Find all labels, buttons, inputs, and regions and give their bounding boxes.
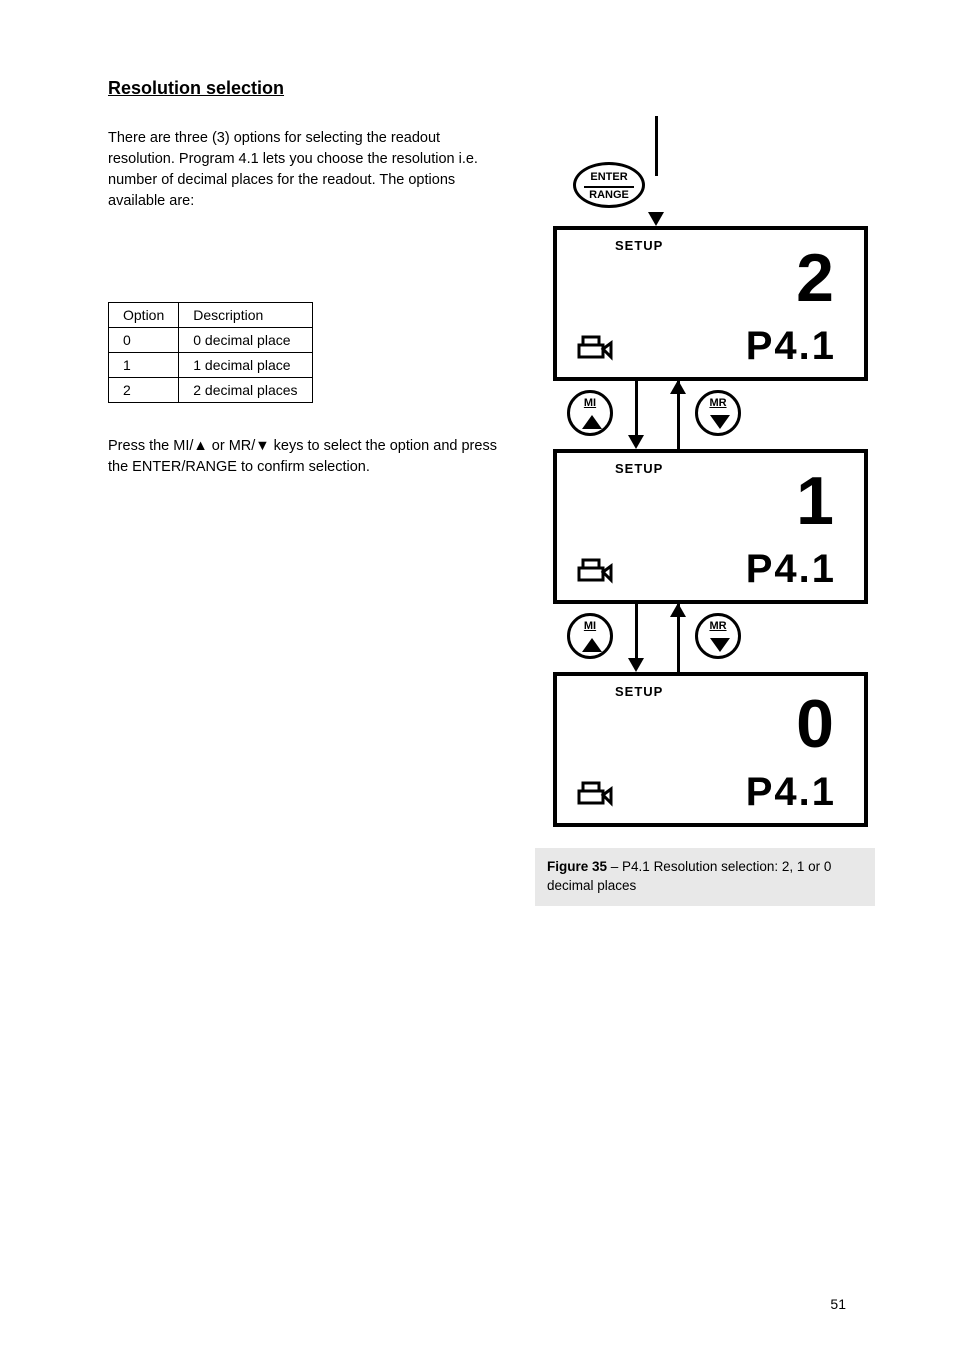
section-heading: Resolution selection: [108, 78, 284, 99]
table-row: 0 0 decimal place: [109, 328, 313, 353]
arrow-down-icon: [648, 212, 664, 226]
lcd-screen: SETUP 1 P4.1: [553, 449, 868, 604]
cell: 2: [109, 378, 179, 403]
lcd-program-id: P4.1: [746, 770, 836, 815]
triangle-up-icon: [582, 638, 602, 652]
divider: [584, 186, 634, 188]
triangle-up-icon: [582, 415, 602, 429]
lcd-main-value: 0: [796, 690, 836, 758]
body-paragraph-2: Press the MI/▲ or MR/▼ keys to select th…: [108, 436, 498, 478]
mi-label: MI: [570, 620, 610, 632]
enter-label: ENTER: [576, 172, 642, 184]
figure-label: Figure 35: [547, 859, 607, 874]
printer-icon: [575, 779, 615, 809]
cell: 1: [109, 353, 179, 378]
col-header-option: Option: [109, 303, 179, 328]
table-row: Option Description: [109, 303, 313, 328]
lcd-main-value: 2: [796, 244, 836, 312]
triangle-down-icon: [710, 638, 730, 652]
setup-indicator: SETUP: [615, 684, 663, 699]
triangle-down-icon: [710, 415, 730, 429]
mi-label: MI: [570, 397, 610, 409]
range-label: RANGE: [576, 190, 642, 202]
flow-line: [655, 116, 658, 176]
flow-line: [635, 381, 638, 441]
table-row: 2 2 decimal places: [109, 378, 313, 403]
mi-up-button[interactable]: MI: [567, 390, 613, 436]
lcd-program-id: P4.1: [746, 547, 836, 592]
table-row: 1 1 decimal place: [109, 353, 313, 378]
lcd-screen: SETUP 0 P4.1: [553, 672, 868, 827]
arrow-down-icon: [628, 658, 644, 672]
body-paragraph-1: There are three (3) options for selectin…: [108, 128, 498, 212]
options-table: Option Description 0 0 decimal place 1 1…: [108, 302, 313, 403]
printer-icon: [575, 333, 615, 363]
flow-line: [635, 604, 638, 664]
arrow-up-icon: [670, 603, 686, 617]
mr-down-button[interactable]: MR: [695, 613, 741, 659]
lcd-screen: SETUP 2 P4.1: [553, 226, 868, 381]
page-number: 51: [830, 1296, 846, 1312]
mr-down-button[interactable]: MR: [695, 390, 741, 436]
figure-caption: Figure 35 – P4.1 Resolution selection: 2…: [535, 848, 875, 906]
setup-indicator: SETUP: [615, 461, 663, 476]
printer-icon: [575, 556, 615, 586]
arrow-down-icon: [628, 435, 644, 449]
setup-indicator: SETUP: [615, 238, 663, 253]
mi-up-button[interactable]: MI: [567, 613, 613, 659]
col-header-description: Description: [179, 303, 312, 328]
mr-label: MR: [698, 397, 738, 409]
cell: 0: [109, 328, 179, 353]
arrow-up-icon: [670, 380, 686, 394]
enter-range-button[interactable]: ENTER RANGE: [573, 162, 645, 208]
lcd-main-value: 1: [796, 467, 836, 535]
cell: 2 decimal places: [179, 378, 312, 403]
cell: 1 decimal place: [179, 353, 312, 378]
lcd-program-id: P4.1: [746, 324, 836, 369]
cell: 0 decimal place: [179, 328, 312, 353]
mr-label: MR: [698, 620, 738, 632]
